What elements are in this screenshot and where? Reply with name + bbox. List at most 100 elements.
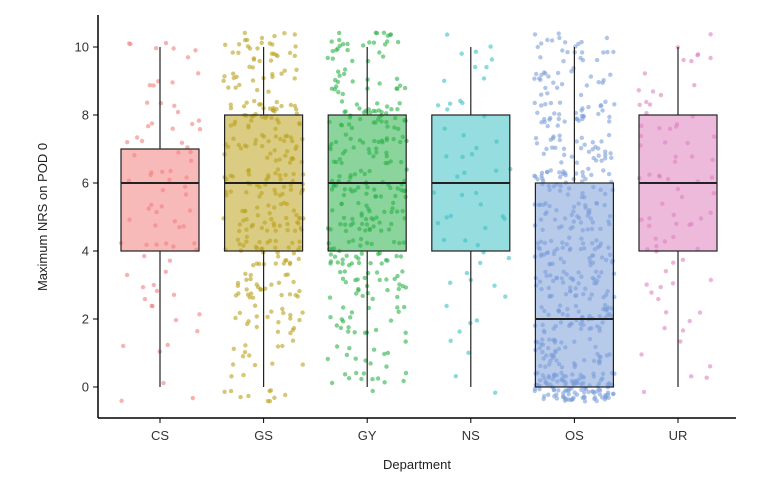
data-point xyxy=(384,104,390,109)
data-point xyxy=(347,346,352,351)
data-point xyxy=(375,376,381,381)
data-point xyxy=(492,283,497,288)
data-point xyxy=(445,107,450,112)
data-point xyxy=(228,388,234,394)
data-point xyxy=(592,395,598,400)
data-point xyxy=(185,55,191,60)
data-point xyxy=(147,83,153,88)
data-point xyxy=(578,146,584,151)
data-point xyxy=(294,67,299,73)
group-ur xyxy=(636,32,718,395)
data-point xyxy=(459,51,464,56)
data-point xyxy=(353,356,358,361)
data-point xyxy=(650,89,656,94)
data-point xyxy=(593,158,599,163)
data-point xyxy=(542,70,547,75)
data-point xyxy=(359,376,364,382)
y-tick-label-4: 4 xyxy=(82,244,89,259)
data-point xyxy=(590,389,596,394)
plot-area xyxy=(119,30,718,404)
data-point xyxy=(535,44,540,50)
data-point xyxy=(257,58,262,64)
data-point xyxy=(241,372,246,378)
data-point xyxy=(556,31,561,36)
data-point xyxy=(562,119,567,124)
data-point xyxy=(395,86,400,91)
data-point xyxy=(275,329,281,334)
data-point xyxy=(537,387,542,392)
data-point xyxy=(151,282,156,288)
data-point xyxy=(548,100,554,106)
data-point xyxy=(247,64,252,70)
data-point xyxy=(658,284,663,290)
data-point xyxy=(555,70,561,76)
data-point xyxy=(535,110,540,116)
data-point xyxy=(294,107,299,112)
data-point xyxy=(142,253,147,259)
data-point xyxy=(549,145,555,150)
data-point xyxy=(167,258,173,263)
data-point xyxy=(339,99,345,104)
data-point xyxy=(247,353,252,358)
data-point xyxy=(532,76,537,81)
data-point xyxy=(375,101,380,106)
data-point xyxy=(574,171,579,176)
data-point xyxy=(362,275,367,281)
data-point xyxy=(689,374,694,379)
x-tick-label-cs: CS xyxy=(151,428,169,443)
data-point xyxy=(242,37,248,43)
data-point xyxy=(288,330,293,336)
data-point xyxy=(368,261,373,266)
data-point xyxy=(233,315,238,321)
x-axis-title: Department xyxy=(383,457,451,472)
data-point xyxy=(336,90,341,95)
data-point xyxy=(270,42,275,47)
data-point xyxy=(347,263,352,268)
data-point xyxy=(554,85,560,91)
data-point xyxy=(248,272,253,278)
data-point xyxy=(242,350,248,355)
data-point xyxy=(356,260,362,266)
data-point xyxy=(235,283,241,288)
data-point xyxy=(385,287,390,293)
data-point xyxy=(607,114,612,120)
data-point xyxy=(532,32,538,37)
data-point xyxy=(586,104,591,110)
data-point xyxy=(233,85,238,90)
data-point xyxy=(586,149,592,154)
group-ns xyxy=(431,32,513,395)
data-point xyxy=(644,99,649,105)
data-point xyxy=(597,387,602,392)
data-point xyxy=(403,330,408,335)
data-point xyxy=(663,310,669,315)
data-point xyxy=(589,172,594,178)
data-point xyxy=(602,397,608,402)
data-point xyxy=(435,103,441,108)
data-point xyxy=(368,110,373,116)
data-point xyxy=(300,310,305,315)
data-point xyxy=(607,119,612,124)
y-tick-label-6: 6 xyxy=(82,176,89,191)
data-point xyxy=(121,343,126,349)
data-point xyxy=(250,65,255,70)
data-point xyxy=(584,83,589,88)
data-point xyxy=(389,107,394,112)
data-point xyxy=(342,109,347,115)
data-point xyxy=(163,269,168,274)
data-point xyxy=(336,69,341,74)
data-point xyxy=(254,324,259,330)
data-point xyxy=(150,303,155,309)
data-point xyxy=(546,392,551,397)
data-point xyxy=(548,115,553,121)
data-point xyxy=(542,117,547,122)
data-point xyxy=(603,393,608,398)
data-point xyxy=(370,296,375,302)
group-gy xyxy=(325,30,409,394)
data-point xyxy=(252,98,257,104)
data-point xyxy=(230,50,235,55)
data-point xyxy=(448,280,453,285)
data-point xyxy=(596,146,601,151)
data-point xyxy=(251,56,257,61)
data-point xyxy=(489,57,495,62)
